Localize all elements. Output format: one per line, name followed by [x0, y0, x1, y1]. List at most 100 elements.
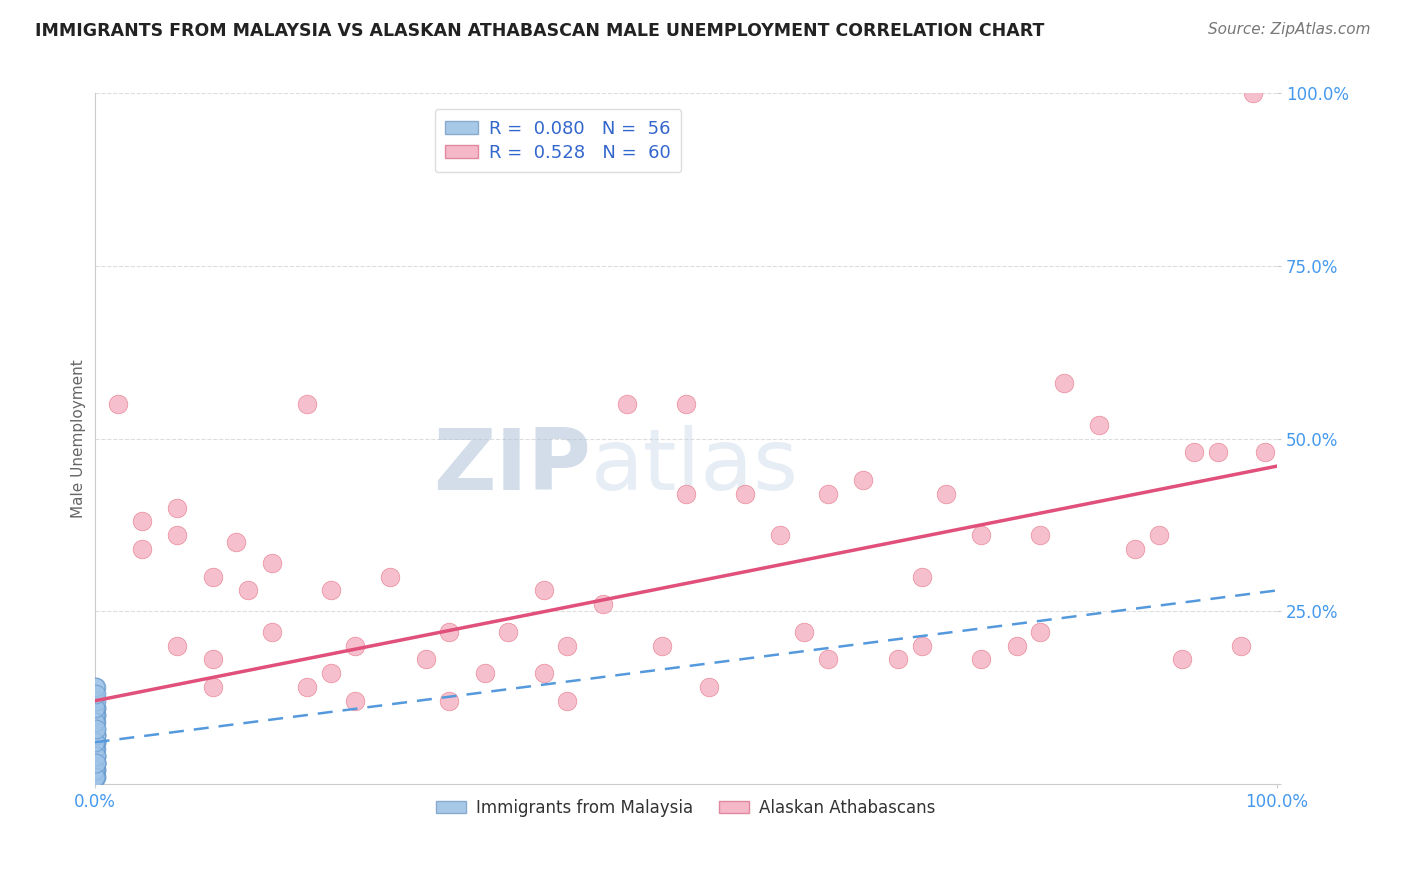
Point	[225, 535, 247, 549]
Point	[734, 487, 756, 501]
Point	[297, 680, 319, 694]
Point	[83, 700, 105, 714]
Point	[970, 528, 993, 542]
Point	[84, 728, 107, 742]
Point	[887, 652, 910, 666]
Point	[83, 742, 105, 756]
Point	[83, 728, 105, 742]
Point	[131, 541, 153, 556]
Point	[1206, 445, 1229, 459]
Point	[793, 624, 815, 639]
Point	[83, 735, 105, 749]
Point	[557, 694, 579, 708]
Point	[699, 680, 721, 694]
Point	[1241, 87, 1264, 101]
Point	[84, 700, 107, 714]
Point	[201, 680, 224, 694]
Text: Source: ZipAtlas.com: Source: ZipAtlas.com	[1208, 22, 1371, 37]
Point	[84, 749, 107, 764]
Point	[83, 756, 105, 770]
Point	[83, 714, 105, 729]
Point	[83, 770, 105, 784]
Point	[83, 714, 105, 729]
Point	[84, 770, 107, 784]
Point	[84, 756, 107, 770]
Point	[166, 528, 188, 542]
Point	[852, 473, 875, 487]
Point	[557, 639, 579, 653]
Point	[84, 763, 107, 777]
Point	[970, 652, 993, 666]
Point	[83, 722, 105, 736]
Point	[84, 749, 107, 764]
Point	[84, 707, 107, 722]
Point	[84, 707, 107, 722]
Point	[84, 722, 107, 736]
Point	[166, 500, 188, 515]
Point	[83, 763, 105, 777]
Point	[84, 687, 107, 701]
Point	[201, 569, 224, 583]
Point	[343, 639, 366, 653]
Point	[1147, 528, 1170, 542]
Point	[83, 694, 105, 708]
Point	[675, 487, 697, 501]
Point	[83, 694, 105, 708]
Point	[84, 756, 107, 770]
Point	[439, 624, 461, 639]
Point	[675, 397, 697, 411]
Point	[1029, 624, 1052, 639]
Point	[84, 728, 107, 742]
Point	[592, 597, 614, 611]
Legend: Immigrants from Malaysia, Alaskan Athabascans: Immigrants from Malaysia, Alaskan Athaba…	[430, 792, 942, 823]
Point	[1182, 445, 1205, 459]
Point	[84, 763, 107, 777]
Point	[84, 700, 107, 714]
Text: IMMIGRANTS FROM MALAYSIA VS ALASKAN ATHABASCAN MALE UNEMPLOYMENT CORRELATION CHA: IMMIGRANTS FROM MALAYSIA VS ALASKAN ATHA…	[35, 22, 1045, 40]
Point	[911, 639, 934, 653]
Point	[83, 742, 105, 756]
Point	[84, 735, 107, 749]
Point	[817, 487, 839, 501]
Point	[439, 694, 461, 708]
Point	[201, 652, 224, 666]
Point	[1088, 417, 1111, 432]
Point	[319, 666, 342, 681]
Point	[84, 722, 107, 736]
Point	[84, 714, 107, 729]
Point	[83, 770, 105, 784]
Point	[1171, 652, 1194, 666]
Point	[415, 652, 437, 666]
Point	[83, 687, 105, 701]
Point	[84, 735, 107, 749]
Point	[238, 583, 260, 598]
Point	[166, 639, 188, 653]
Point	[297, 397, 319, 411]
Y-axis label: Male Unemployment: Male Unemployment	[72, 359, 86, 518]
Point	[260, 556, 283, 570]
Point	[260, 624, 283, 639]
Point	[343, 694, 366, 708]
Point	[84, 742, 107, 756]
Point	[107, 397, 129, 411]
Point	[616, 397, 638, 411]
Point	[84, 756, 107, 770]
Point	[83, 749, 105, 764]
Point	[1230, 639, 1253, 653]
Point	[83, 749, 105, 764]
Point	[83, 763, 105, 777]
Point	[83, 722, 105, 736]
Point	[84, 728, 107, 742]
Point	[83, 687, 105, 701]
Point	[378, 569, 401, 583]
Point	[83, 763, 105, 777]
Point	[84, 680, 107, 694]
Point	[533, 666, 555, 681]
Point	[533, 583, 555, 598]
Point	[1029, 528, 1052, 542]
Point	[1254, 445, 1277, 459]
Point	[651, 639, 673, 653]
Point	[935, 487, 957, 501]
Text: ZIP: ZIP	[433, 425, 591, 508]
Point	[83, 722, 105, 736]
